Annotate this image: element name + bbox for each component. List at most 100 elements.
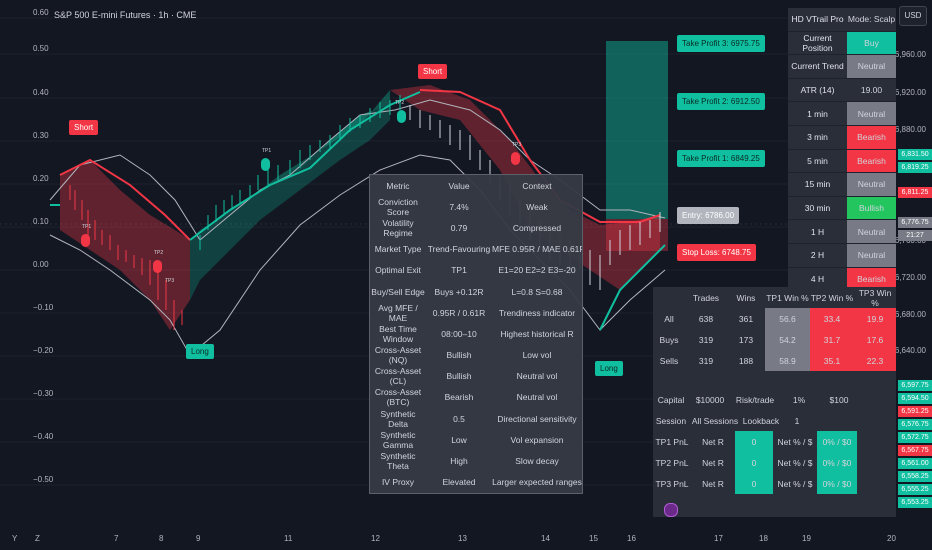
axis-tick: −0.50 — [33, 475, 54, 484]
metrics-cell: L=0.8 S=0.68 — [511, 286, 563, 297]
tp-mark: TP1 — [262, 148, 272, 154]
metrics-cell: 0.5 — [453, 413, 465, 424]
stats-cell: 56.6 — [765, 308, 810, 329]
status-label: Current Position — [802, 32, 833, 53]
status-label: HD VTrail Pro — [791, 14, 844, 25]
stats-cell: TP3 PnL — [655, 478, 689, 489]
metrics-cell: Bearish — [444, 392, 474, 403]
stats-cell: Capital — [657, 394, 685, 405]
stats-cell: TP1 PnL — [655, 436, 689, 447]
metrics-cell: Best Time Window — [379, 323, 417, 344]
time-tick: 11 — [284, 534, 293, 543]
status-row: 30 min Bullish — [788, 196, 896, 221]
stats-cell: 0 — [735, 473, 773, 494]
tp-circle — [397, 110, 406, 123]
stats-cell — [653, 287, 685, 308]
metrics-cell: Optimal Exit — [375, 265, 421, 276]
status-row: Current Position Buy — [788, 31, 896, 56]
axis-tick: 0.00 — [33, 260, 49, 269]
indicator-logo-icon[interactable] — [664, 503, 678, 517]
status-table: HD VTrail Pro Mode: Scalp Current Position… — [788, 8, 896, 292]
price-tag: 6,776.75 — [898, 217, 932, 228]
status-value: Neutral — [847, 173, 896, 196]
metrics-cell: Bullish — [446, 350, 472, 361]
stats-cell: 0% / $0 — [817, 431, 857, 452]
stats-row: Sells 319 188 58.9 35.1 22.3 — [653, 350, 896, 371]
entry-label: Entry: 6786.00 — [677, 207, 740, 224]
stats-cell: 188 — [738, 355, 754, 366]
metrics-cell: Avg MFE / MAE — [378, 302, 418, 323]
axis-tick: 6,920.00 — [894, 88, 926, 97]
price-tag: 6,567.75 — [898, 445, 932, 456]
stats-cell: Net % / $ — [777, 457, 813, 468]
tp-circle — [511, 152, 520, 165]
metrics-row: Cross-Asset (CL) Bullish Neutral vol — [370, 366, 582, 387]
status-label: 1 min — [807, 108, 828, 119]
stats-table: Trades Wins TP1 Win % TP2 Win % TP3 Win % All… — [653, 287, 896, 517]
status-value: Mode: Scalp — [847, 8, 896, 31]
stats-cell: 0% / $0 — [817, 473, 857, 494]
axis-tick: 6,960.00 — [894, 50, 926, 59]
time-tick: 7 — [114, 534, 119, 543]
metrics-cell: Synthetic Delta — [380, 408, 416, 429]
metrics-cell: Market Type — [374, 244, 422, 255]
price-tag: 6,576.75 — [898, 419, 932, 430]
stats-cell: 17.6 — [854, 329, 896, 350]
metrics-row: IV Proxy Elevated Larger expected ranges — [370, 472, 582, 493]
status-value: Neutral — [847, 55, 896, 78]
metrics-row: Buy/Sell Edge Buys +0.12R L=0.8 S=0.68 — [370, 281, 582, 302]
status-value: Neutral — [847, 220, 896, 243]
metrics-cell: High — [450, 456, 468, 467]
time-tick: 12 — [371, 534, 380, 543]
metrics-cell: Bullish — [446, 371, 472, 382]
time-tick: 9 — [196, 534, 201, 543]
stats-cell: 31.7 — [810, 329, 854, 350]
tp-mark: TP3 — [512, 142, 522, 148]
metrics-row: Market Type Trend-Favouring MFE 0.95R / MA… — [370, 239, 582, 260]
stats-row: Buys 319 173 54.2 31.7 17.6 — [653, 329, 896, 350]
metrics-cell: Neutral vol — [516, 392, 558, 403]
axis-tick: 6,880.00 — [894, 125, 926, 134]
stats-cell: 0 — [735, 431, 773, 452]
status-row: ATR (14) 19.00 — [788, 78, 896, 103]
stats-cell: Risk/trade — [735, 394, 775, 405]
stats-cell: $100 — [829, 394, 849, 405]
metrics-row: Synthetic Gamma Low Vol expansion — [370, 429, 582, 450]
metrics-cell: 7.4% — [449, 201, 469, 212]
metrics-cell: Cross-Asset (CL) — [374, 366, 422, 387]
price-tag: 6,819.25 — [898, 162, 932, 173]
stats-cell: Net R — [702, 436, 724, 447]
price-tag: 6,553.25 — [898, 497, 932, 508]
stats-cell: 35.1 — [810, 350, 854, 371]
price-tag: 6,561.00 — [898, 458, 932, 469]
status-label: 2 H — [810, 250, 825, 261]
stats-cell: Net % / $ — [777, 478, 813, 489]
stats-cell: Sells — [659, 355, 679, 366]
axis-tick: 0.20 — [33, 174, 49, 183]
time-tick: 15 — [589, 534, 598, 543]
metrics-row: Volatility Regime 0.79 Compressed — [370, 217, 582, 238]
metrics-cell: Buys +0.12R — [434, 286, 484, 297]
metrics-cell: Neutral vol — [516, 371, 558, 382]
capital-row: Capital $10000 Risk/trade 1% $100 — [653, 389, 896, 410]
status-value: Bearish — [847, 267, 896, 291]
status-label: 4 H — [810, 273, 825, 284]
short-signal: Short — [69, 120, 99, 135]
currency-button[interactable]: USD — [899, 6, 927, 26]
stats-cell: 319 — [698, 355, 714, 366]
price-tag: 6,811.25 — [898, 187, 932, 198]
stop-loss-label: Stop Loss: 6748.75 — [677, 244, 756, 261]
price-tag: 6,555.25 — [898, 484, 932, 495]
tp-mark: TP2 — [395, 100, 405, 106]
metrics-cell: Context — [522, 180, 552, 191]
session-row: Session All Sessions Lookback 1 — [653, 410, 896, 431]
price-tag: 6,558.25 — [898, 471, 932, 482]
metrics-row: Conviction Score 7.4% Weak — [370, 196, 582, 217]
status-row: Current Trend Neutral — [788, 55, 896, 79]
stats-cell: Net R — [702, 457, 724, 468]
metrics-cell: Directional sensitivity — [497, 413, 577, 424]
pnl-row: TP1 PnL Net R 0 Net % / $ 0% / $0 — [653, 431, 896, 452]
long-signal: Long — [186, 344, 214, 359]
time-tick: Y — [12, 534, 18, 543]
status-value: Buy — [847, 31, 896, 55]
